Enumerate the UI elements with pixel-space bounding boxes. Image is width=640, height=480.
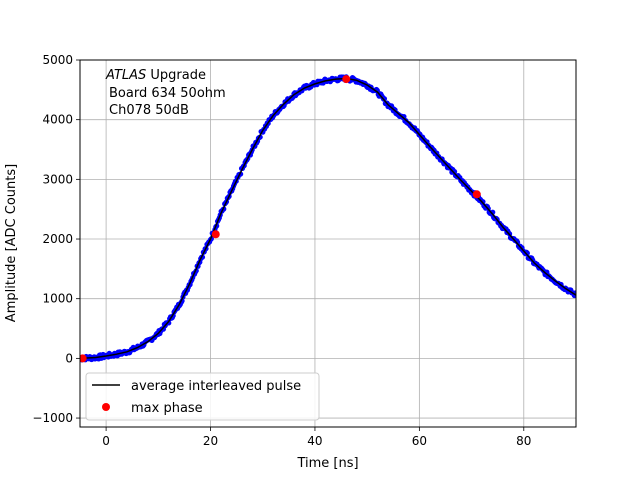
x-ticks: 0 20 40 60 80 bbox=[102, 427, 531, 448]
legend-label-max-phase: max phase bbox=[131, 401, 203, 416]
legend-marker-swatch bbox=[102, 403, 110, 411]
y-tick-label: 1000 bbox=[42, 292, 73, 306]
x-tick-label: 40 bbox=[307, 434, 322, 448]
max-phase-point bbox=[80, 354, 87, 363]
legend-label-average: average interleaved pulse bbox=[131, 379, 301, 394]
annotation-block: ATLAS Upgrade Board 634 50ohm Ch078 50dB bbox=[105, 68, 226, 118]
plot-frame bbox=[79, 59, 577, 428]
y-tick-label: −1000 bbox=[32, 411, 73, 425]
sample-point bbox=[166, 320, 172, 326]
y-ticks: −1000 0 1000 2000 3000 4000 5000 bbox=[32, 53, 80, 425]
x-tick-label: 20 bbox=[203, 434, 218, 448]
average-series bbox=[80, 77, 576, 360]
legend-frame bbox=[85, 372, 320, 421]
annotation-line-1: ATLAS Upgrade bbox=[105, 68, 206, 83]
y-tick-label: 0 bbox=[65, 351, 73, 365]
sample-point bbox=[480, 199, 486, 205]
average-interleaved-pulse-line bbox=[80, 77, 576, 360]
y-tick-label: 2000 bbox=[42, 232, 73, 246]
max-phase-point bbox=[211, 230, 220, 239]
y-tick-label: 5000 bbox=[42, 53, 73, 67]
max-phase-point bbox=[342, 75, 351, 84]
max-phase-point bbox=[472, 190, 481, 199]
legend: average interleaved pulse max phase bbox=[85, 372, 320, 421]
x-tick-label: 60 bbox=[412, 434, 427, 448]
x-axis-label: Time [ns] bbox=[296, 456, 358, 471]
x-tick-label: 0 bbox=[102, 434, 110, 448]
x-tick-label: 80 bbox=[516, 434, 531, 448]
y-tick-label: 3000 bbox=[42, 172, 73, 186]
annotation-line-2: Board 634 50ohm bbox=[109, 86, 226, 101]
y-tick-label: 4000 bbox=[42, 113, 73, 127]
y-axis-label: Amplitude [ADC Counts] bbox=[4, 164, 19, 322]
annotation-line-3: Ch078 50dB bbox=[109, 103, 189, 118]
max-phase-series bbox=[80, 75, 481, 363]
